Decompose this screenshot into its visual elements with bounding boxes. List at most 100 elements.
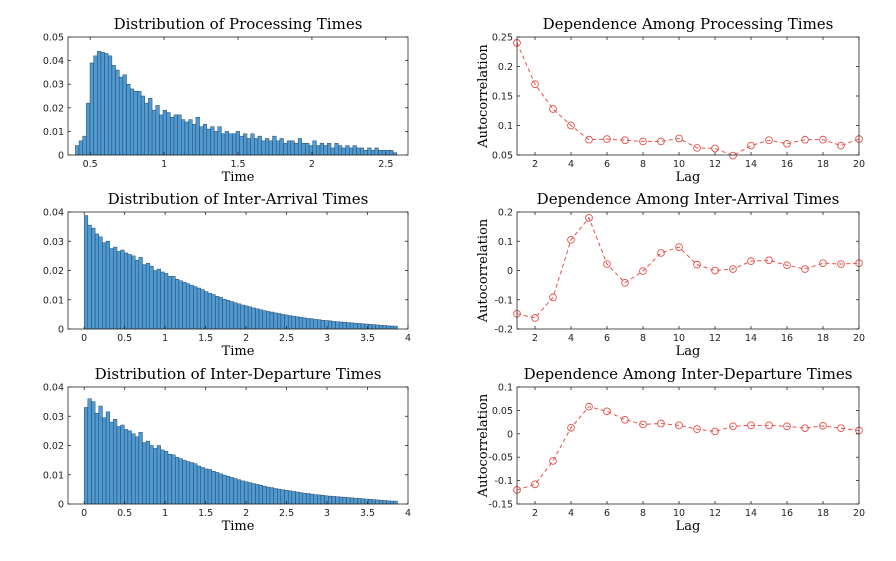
histogram-bar: [196, 287, 201, 330]
x-tick-label: 3: [324, 333, 330, 344]
histogram-bar: [338, 145, 343, 156]
histogram-bar: [357, 498, 362, 505]
autocorrelation-point: [819, 135, 827, 144]
histogram-bar: [243, 133, 248, 156]
histogram-bar: [341, 147, 346, 156]
x-tick-label: 12: [709, 159, 721, 170]
histogram-bar: [328, 320, 333, 330]
histogram-bar: [113, 418, 118, 505]
histogram-bar: [178, 458, 183, 505]
histogram-bar: [379, 324, 384, 330]
x-tick-label: 3.5: [360, 333, 375, 344]
x-tick-label: 12: [709, 333, 721, 344]
histogram-bar: [335, 496, 340, 505]
histogram-bar: [102, 417, 107, 505]
histogram-bar: [153, 448, 158, 505]
y-tick-label: 0.01: [43, 127, 64, 138]
x-axis-label: Time: [222, 519, 255, 534]
y-tick-label: 0: [58, 151, 64, 162]
autocorrelation-point: [603, 135, 611, 143]
histogram-bar: [338, 496, 344, 505]
x-axis-label: Lag: [676, 344, 701, 359]
histogram-bar: [346, 322, 351, 330]
plot-area: [517, 387, 859, 504]
autocorrelation-point: [585, 402, 593, 411]
y-tick-label: 0.01: [43, 295, 64, 306]
histogram-bar: [246, 138, 251, 156]
histogram-bar: [164, 451, 169, 505]
histogram-bar: [120, 249, 125, 330]
histogram-bar: [78, 140, 83, 156]
autocorrelation-point: [675, 243, 683, 251]
histogram-bar: [382, 325, 387, 330]
chart-panel-3: 0 0.5 1 1.5 2 2.5 3 3.5 4 0 0.01 0.02 0.03 0.04 Distri…: [43, 190, 411, 359]
histogram-bar: [173, 114, 178, 156]
histogram-bar: [193, 286, 198, 330]
chart-panel-2: 2 4 6 8 10 12 14 16 18 20 0.05 0.1 0.15 0.2 0.25 Depend…: [476, 15, 865, 185]
histogram-bar: [100, 52, 105, 156]
x-tick-label: 4: [568, 333, 574, 344]
histogram-bar: [375, 324, 380, 330]
histogram-bar: [87, 398, 92, 505]
autocorrelation-point: [657, 419, 665, 428]
histogram-bar: [268, 140, 273, 156]
histogram-bar: [144, 102, 149, 156]
autocorrelation-point: [747, 141, 755, 150]
histogram-bar: [287, 490, 293, 505]
histogram-bar: [331, 321, 336, 330]
histogram-bar: [272, 135, 277, 156]
autocorrelation-point: [819, 259, 827, 268]
x-tick-label: 4: [568, 508, 574, 519]
histogram-bar: [184, 121, 189, 156]
histogram-bar: [244, 481, 249, 505]
histogram-bar: [273, 488, 278, 505]
autocorrelation-point: [549, 293, 557, 302]
histogram-bar: [134, 260, 140, 330]
histogram-bar: [389, 500, 395, 505]
histogram-bar: [371, 324, 376, 330]
histogram-bar: [221, 133, 226, 156]
x-tick-label: 10: [673, 508, 685, 519]
x-tick-label: 2: [532, 333, 538, 344]
histogram-bar: [124, 429, 129, 505]
histogram-bar: [211, 294, 216, 330]
chart-panel-5: 0 0.5 1 1.5 2 2.5 3 3.5 4 0 0.01 0.02 0.03 0.04 Distri…: [43, 365, 411, 534]
x-tick-label: 14: [745, 159, 757, 170]
autocorrelation-point: [801, 135, 809, 144]
histogram-bar: [175, 279, 180, 330]
histogram-bar: [155, 105, 160, 156]
histogram-bar: [381, 150, 386, 156]
histogram-bar: [207, 469, 212, 505]
histogram-bar: [91, 401, 96, 505]
histogram-bar: [182, 281, 187, 330]
histogram-bar: [94, 413, 99, 505]
y-tick-label: 0: [58, 500, 64, 511]
histogram-bar: [382, 500, 387, 505]
histogram-bar: [224, 131, 229, 156]
chart-panel-6: 2 4 6 8 10 12 14 16 18 20 -0.15 -0.1 -0.05 0 0.05 0.1 De…: [476, 365, 865, 534]
histogram-bar: [233, 478, 238, 505]
histogram-bar: [167, 454, 172, 505]
histogram-bar: [87, 224, 92, 330]
autocorrelation-point: [549, 457, 557, 465]
chart-title: Distribution of Processing Times: [114, 15, 363, 33]
histogram-bar: [222, 298, 227, 330]
histogram-bar: [192, 124, 197, 156]
histogram-bar: [255, 308, 260, 330]
histogram-bar: [239, 135, 244, 156]
histogram-bar: [151, 109, 156, 156]
y-tick-label: 0.1: [498, 121, 513, 132]
histogram-bar: [215, 296, 220, 330]
y-tick-label: 0.2: [498, 208, 513, 219]
histogram-bar: [261, 140, 266, 156]
histogram-bar: [185, 461, 191, 505]
histogram-bar: [182, 459, 187, 505]
histogram-bar: [375, 499, 380, 505]
x-tick-label: 4: [568, 159, 574, 170]
histogram-bar: [232, 133, 237, 156]
y-tick-label: 0.03: [43, 237, 64, 248]
autocorrelation-point: [621, 278, 629, 287]
autocorrelation-point: [567, 423, 575, 432]
histogram-bar: [251, 483, 256, 505]
x-axis-label: Time: [222, 344, 255, 359]
